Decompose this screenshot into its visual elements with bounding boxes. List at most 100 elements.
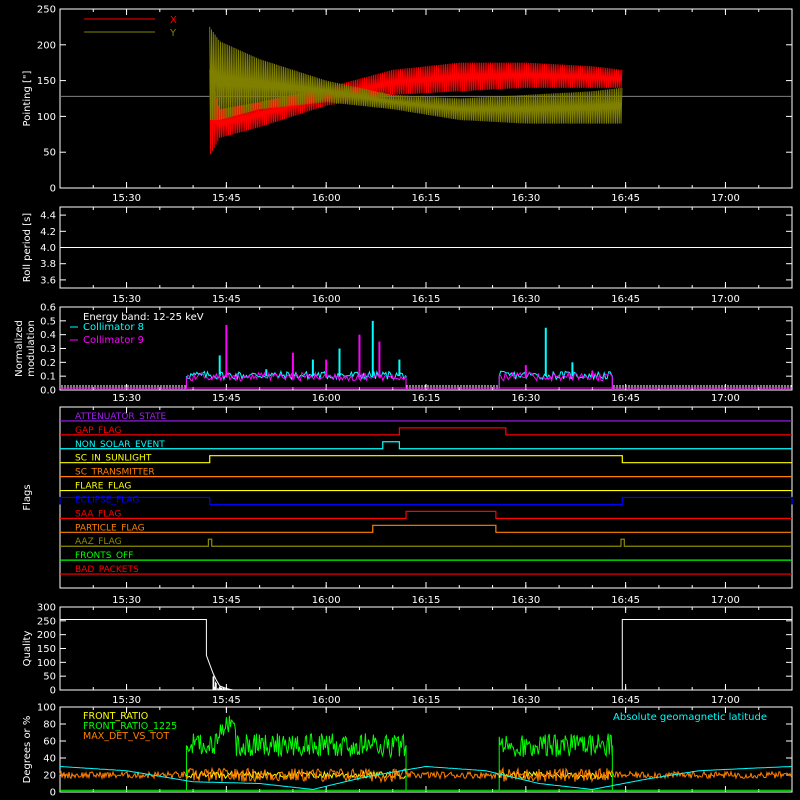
x-tick-label: 16:45	[611, 193, 640, 204]
geomagnetic-latitude-label: Absolute geomagnetic latitude	[613, 712, 767, 723]
front-ratio-1225-line	[185, 715, 407, 791]
x-tick-label: 16:30	[511, 595, 540, 606]
legend-label-ratio: FRONT_RATIO	[83, 711, 148, 722]
x-tick-label: 16:15	[412, 595, 441, 606]
y-tick-label: 150	[37, 76, 56, 87]
legend-label-X: X	[170, 15, 177, 26]
y-tick-label: 80	[43, 720, 56, 731]
y-tick-label: 0.6	[40, 303, 56, 314]
x-tick-label: 16:00	[312, 695, 341, 706]
x-tick-label: 17:00	[711, 393, 740, 404]
y-tick-label: 60	[43, 737, 56, 748]
y-tick-label: 150	[37, 644, 56, 655]
flag-line-saa-flag	[60, 510, 792, 519]
x-tick-label: 17:00	[711, 695, 740, 706]
x-tick-label: 16:30	[511, 393, 540, 404]
x-tick-label: 16:15	[412, 193, 441, 204]
x-tick-label: 16:45	[611, 695, 640, 706]
y-tick-label: 4.2	[40, 227, 56, 238]
y-tick-label: 300	[37, 603, 56, 614]
y-tick-label: 0.1	[40, 372, 56, 383]
flag-label: SC_TRANSMITTER	[75, 468, 155, 478]
y-tick-label: 0	[50, 686, 56, 697]
flag-line-particle-flag	[60, 524, 792, 533]
y-tick-label: 4.0	[40, 243, 56, 254]
y-tick-label: 250	[37, 616, 56, 627]
y-tick-label: 100	[37, 658, 56, 669]
y-tick-label: 100	[37, 703, 56, 714]
pointing-series-Y	[209, 26, 623, 124]
flag-label: BAD_PACKETS	[75, 565, 139, 575]
y-tick-label: 0	[50, 788, 56, 799]
x-tick-label: 16:30	[511, 695, 540, 706]
x-tick-label: 15:45	[212, 294, 241, 305]
y-axis-label-5: Degrees or %	[22, 716, 33, 784]
y-axis-label-3: Flags	[22, 484, 33, 510]
modulation-series-0	[185, 370, 407, 390]
x-tick-label: 17:00	[711, 193, 740, 204]
y-axis-label: Flags	[22, 484, 33, 510]
legend-label-Y: Y	[169, 28, 177, 39]
legend-label-collimator: Collimator 9	[83, 335, 144, 346]
modulation-series-1	[498, 371, 613, 390]
modulation-series-1	[185, 371, 407, 390]
x-tick-label: 15:30	[112, 595, 141, 606]
y-axis-label-2: Normalized modulation	[14, 320, 37, 377]
geomagnetic-latitude-line	[59, 765, 793, 790]
flag-label: FLARE_FLAG	[75, 482, 131, 492]
y-tick-label: 0	[50, 184, 56, 195]
y-tick-label: 250	[37, 5, 56, 16]
y-axis-label-1: Roll period [s]	[22, 213, 33, 282]
flag-label: ECLIPSE_FLAG	[75, 495, 139, 505]
energy-band-label: Energy band: 12-25 keV	[83, 312, 204, 323]
max-det-vs-tot-line	[59, 766, 793, 784]
flag-line-aaz-flag	[60, 538, 792, 547]
legend-label-ratio: MAX_DET_VS_TOT	[83, 731, 169, 742]
y-tick-label: 0.2	[40, 358, 56, 369]
y-tick-label: 0.5	[40, 316, 56, 327]
x-tick-label: 15:30	[112, 393, 141, 404]
x-tick-label: 16:00	[312, 595, 341, 606]
x-tick-label: 16:30	[511, 193, 540, 204]
flag-label: FRONTS_OFF	[75, 551, 133, 561]
y-tick-label: 50	[43, 672, 56, 683]
y-tick-label: 40	[43, 754, 56, 765]
y-axis-label-0: Pointing ["]	[22, 70, 33, 126]
y-tick-label: 200	[37, 630, 56, 641]
flag-label: PARTICLE_FLAG	[75, 523, 145, 533]
flag-label: ATTENUATOR_STATE	[75, 412, 167, 422]
flag-label: NON_SOLAR_EVENT	[75, 440, 165, 450]
x-tick-label: 16:45	[611, 294, 640, 305]
y-axis-label: Quality	[22, 631, 33, 667]
x-tick-label: 17:00	[711, 294, 740, 305]
y-axis-label: Pointing ["]	[22, 70, 33, 126]
x-tick-label: 15:30	[112, 193, 141, 204]
y-tick-label: 0.0	[40, 386, 56, 397]
y-tick-label: 0.3	[40, 344, 56, 355]
flag-line-non-solar-event	[60, 441, 792, 450]
front-ratio-1225-line	[498, 733, 613, 791]
flag-label: SC_IN_SUNLIGHT	[75, 454, 152, 464]
x-tick-label: 15:30	[112, 695, 141, 706]
quality-line	[60, 619, 792, 691]
y-tick-label: 200	[37, 40, 56, 51]
y-axis-label-line: Normalized	[14, 320, 25, 377]
y-tick-label: 4.4	[40, 211, 56, 222]
x-tick-label: 16:15	[412, 294, 441, 305]
x-tick-label: 15:45	[212, 695, 241, 706]
x-tick-label: 15:45	[212, 393, 241, 404]
x-tick-label: 16:00	[312, 294, 341, 305]
y-tick-label: 3.6	[40, 275, 56, 286]
pointing-series-X	[209, 62, 623, 155]
y-tick-label: 3.8	[40, 259, 56, 270]
x-tick-label: 15:45	[212, 193, 241, 204]
flag-line-sc-in-sunlight	[60, 455, 792, 464]
y-axis-label-line: modulation	[26, 320, 37, 377]
x-tick-label: 16:30	[511, 294, 540, 305]
x-tick-label: 15:45	[212, 595, 241, 606]
x-tick-label: 16:15	[412, 695, 441, 706]
x-tick-label: 17:00	[711, 595, 740, 606]
flag-line-eclipse-flag	[59, 496, 793, 506]
legend-label-ratio: FRONT_RATIO_1225	[83, 721, 177, 732]
